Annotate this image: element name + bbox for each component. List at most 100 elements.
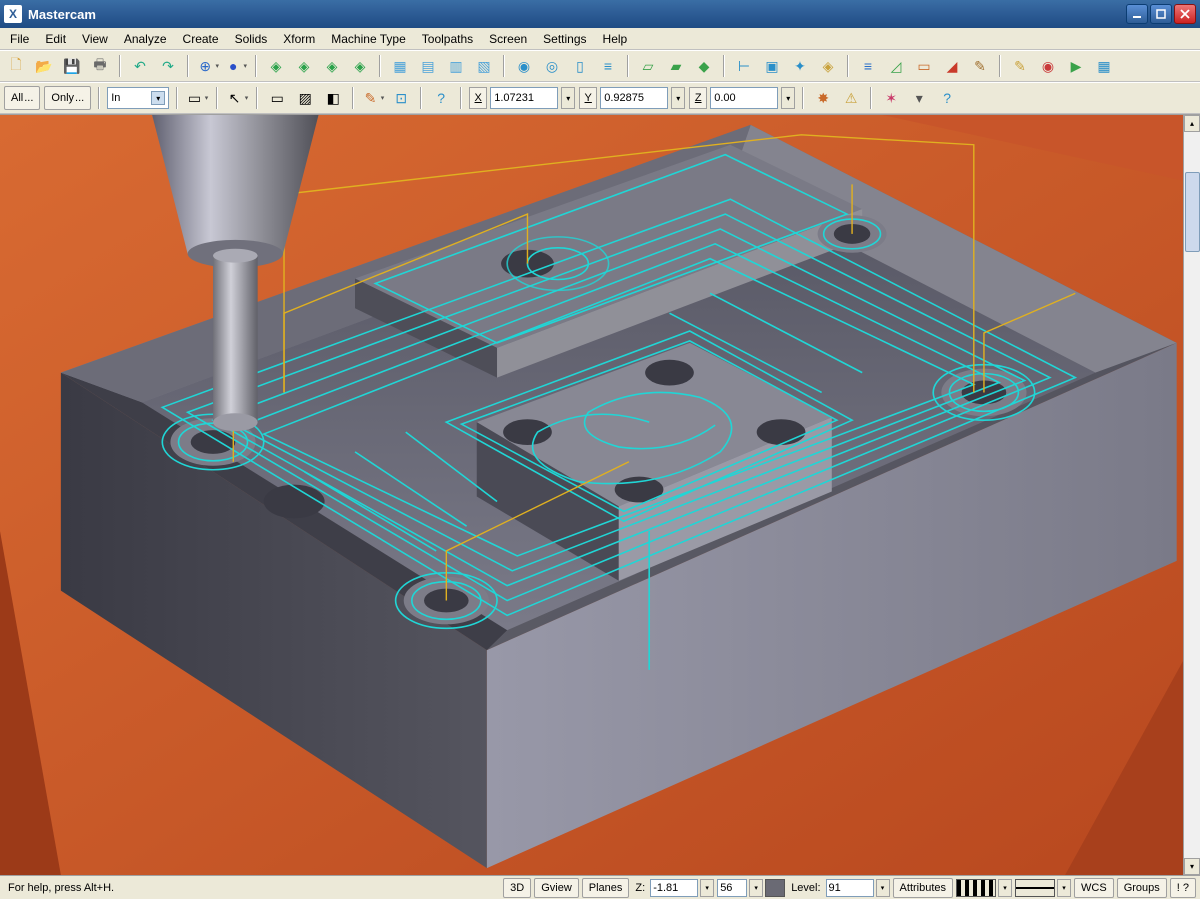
menu-toolpaths[interactable]: Toolpaths (414, 30, 481, 48)
color-1-button[interactable]: ≡ (856, 54, 880, 78)
op-7-button[interactable]: ▯ (568, 54, 592, 78)
menu-help[interactable]: Help (595, 30, 636, 48)
align-2-button[interactable]: ▣ (760, 54, 784, 78)
tail-1-button[interactable]: ✸ (811, 86, 835, 110)
cursor-button[interactable]: ↖ (225, 86, 249, 110)
coord-y-dd[interactable]: ▾ (671, 87, 685, 109)
tail-3-button[interactable]: ✶ (879, 86, 903, 110)
status-z-dd[interactable]: ▾ (700, 879, 714, 897)
vertical-scrollbar[interactable]: ▴ ▾ (1183, 115, 1200, 875)
r-3-button[interactable]: ▶ (1064, 54, 1088, 78)
coord-x-dd[interactable]: ▾ (561, 87, 575, 109)
op-3-button[interactable]: ▥ (444, 54, 468, 78)
scroll-track[interactable] (1184, 132, 1200, 858)
sk-1-button[interactable]: ✎ (361, 86, 385, 110)
units-combo[interactable]: In▾ (107, 87, 169, 109)
scroll-thumb[interactable] (1185, 172, 1200, 252)
align-4-button[interactable]: ◈ (816, 54, 840, 78)
sk-2-button[interactable]: ⊡ (389, 86, 413, 110)
undo-button[interactable]: ↶ (128, 54, 152, 78)
groups-button[interactable]: Groups (1117, 878, 1167, 898)
status-z-input[interactable] (650, 879, 698, 897)
ac-2-button[interactable]: ▨ (293, 86, 317, 110)
ac-1-button[interactable]: ▭ (265, 86, 289, 110)
repaint-button[interactable]: ● (224, 54, 248, 78)
menu-machinetype[interactable]: Machine Type (323, 30, 414, 48)
menu-analyze[interactable]: Analyze (116, 30, 175, 48)
menu-file[interactable]: File (2, 30, 37, 48)
tail-2-button[interactable]: ⚠ (839, 86, 863, 110)
scroll-down-button[interactable]: ▾ (1184, 858, 1200, 875)
open-button[interactable]: 📂 (32, 54, 56, 78)
op-1-button[interactable]: ▦ (388, 54, 412, 78)
menu-create[interactable]: Create (175, 30, 227, 48)
lineweight-swatch[interactable] (1015, 879, 1055, 897)
tail-4-button[interactable]: ▾ (907, 86, 931, 110)
fit-button[interactable]: ⊕ (196, 54, 220, 78)
save-button[interactable]: 💾 (60, 54, 84, 78)
op-6-button[interactable]: ◎ (540, 54, 564, 78)
print-button[interactable]: 🖶 (88, 54, 112, 78)
menu-xform[interactable]: Xform (275, 30, 323, 48)
plane-1-button[interactable]: ▱ (636, 54, 660, 78)
coord-y-label[interactable]: Y (579, 87, 597, 109)
coord-x-label[interactable]: X (469, 87, 487, 109)
align-3-button[interactable]: ✦ (788, 54, 812, 78)
coord-z-input[interactable] (710, 87, 778, 109)
coord-x-input[interactable] (490, 87, 558, 109)
status-color-dd[interactable]: ▾ (749, 879, 763, 897)
wcs-button[interactable]: WCS (1074, 878, 1114, 898)
scroll-up-button[interactable]: ▴ (1184, 115, 1200, 132)
solid-2-button[interactable]: ◈ (292, 54, 316, 78)
minimize-button[interactable] (1126, 4, 1148, 24)
linestyle-dd[interactable]: ▾ (998, 879, 1012, 897)
close-button[interactable] (1174, 4, 1196, 24)
menu-edit[interactable]: Edit (37, 30, 74, 48)
status-level-dd[interactable]: ▾ (876, 879, 890, 897)
linestyle-swatch[interactable] (956, 879, 996, 897)
solid-3-button[interactable]: ◈ (320, 54, 344, 78)
op-4-button[interactable]: ▧ (472, 54, 496, 78)
solid-4-button[interactable]: ◈ (348, 54, 372, 78)
color-swatch[interactable] (765, 879, 785, 897)
status-color-input[interactable] (717, 879, 747, 897)
plane-2-button[interactable]: ▰ (664, 54, 688, 78)
lineweight-dd[interactable]: ▾ (1057, 879, 1071, 897)
coord-z-dd[interactable]: ▾ (781, 87, 795, 109)
color-4-button[interactable]: ◢ (940, 54, 964, 78)
menu-view[interactable]: View (74, 30, 116, 48)
menu-settings[interactable]: Settings (535, 30, 594, 48)
op-5-button[interactable]: ◉ (512, 54, 536, 78)
menu-solids[interactable]: Solids (227, 30, 276, 48)
info-button[interactable]: ! ? (1170, 878, 1196, 898)
coord-y-input[interactable] (600, 87, 668, 109)
viewport-3d[interactable]: ▴ ▾ (0, 115, 1200, 875)
select-only-button[interactable]: Only (44, 86, 91, 110)
color-2-button[interactable]: ◿ (884, 54, 908, 78)
redo-button[interactable]: ↷ (156, 54, 180, 78)
toolbar-help-button[interactable]: ? (935, 86, 959, 110)
op-2-button[interactable]: ▤ (416, 54, 440, 78)
gview-button[interactable]: Gview (534, 878, 579, 898)
op-8-button[interactable]: ≡ (596, 54, 620, 78)
planes-button[interactable]: Planes (582, 878, 630, 898)
solid-1-button[interactable]: ◈ (264, 54, 288, 78)
sk-help-button[interactable]: ? (429, 86, 453, 110)
color-5-button[interactable]: ✎ (968, 54, 992, 78)
status-level-input[interactable] (826, 879, 874, 897)
r-2-button[interactable]: ◉ (1036, 54, 1060, 78)
ac-3-button[interactable]: ◧ (321, 86, 345, 110)
select-all-button[interactable]: All (4, 86, 40, 110)
plane-3-button[interactable]: ◆ (692, 54, 716, 78)
attributes-button[interactable]: Attributes (893, 878, 953, 898)
mode-3d-button[interactable]: 3D (503, 878, 531, 898)
align-1-button[interactable]: ⊢ (732, 54, 756, 78)
select-mode-button[interactable]: ▭ (185, 86, 209, 110)
color-3-button[interactable]: ▭ (912, 54, 936, 78)
menu-screen[interactable]: Screen (481, 30, 535, 48)
r-1-button[interactable]: ✎ (1008, 54, 1032, 78)
coord-z-label[interactable]: Z (689, 87, 707, 109)
maximize-button[interactable] (1150, 4, 1172, 24)
new-button[interactable]: 🗋 (4, 54, 28, 78)
r-4-button[interactable]: ▦ (1092, 54, 1116, 78)
